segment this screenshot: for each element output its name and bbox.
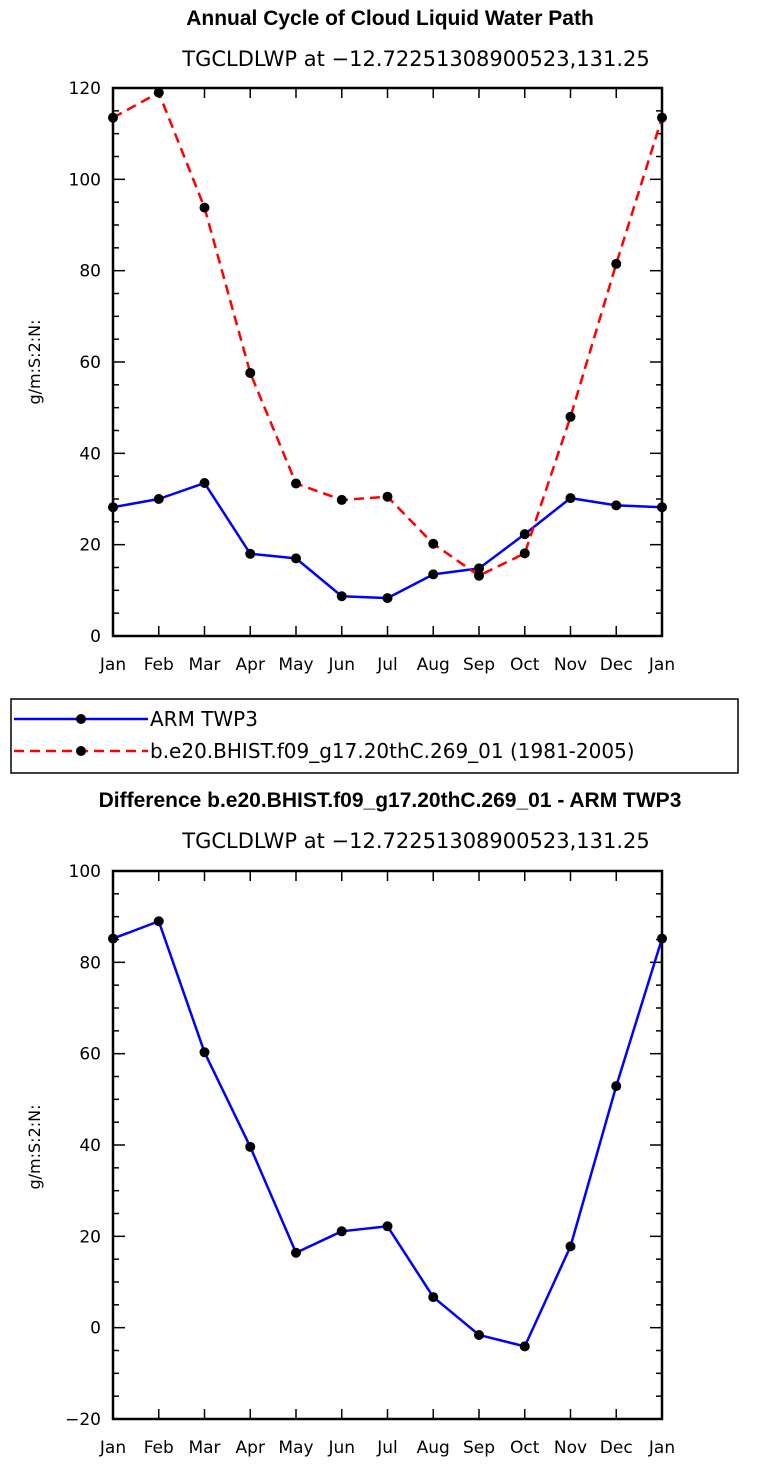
chart1-series-1-point — [428, 538, 439, 549]
chart2-series-0-point — [199, 1047, 210, 1058]
chart2-series-0-point — [153, 916, 164, 927]
chart1-ytick-label: 0 — [90, 627, 101, 647]
chart2-xtick-label: May — [278, 1438, 313, 1458]
chart2-xtick-label: Apr — [236, 1438, 265, 1458]
chart2-series-0-point — [336, 1226, 347, 1237]
chart1-title: Annual Cycle of Cloud Liquid Water Path — [186, 7, 594, 30]
chart1-series-1-point — [108, 112, 118, 123]
chart1-xtick-label: Sep — [463, 655, 495, 675]
chart2-ytick-label: 60 — [79, 1045, 101, 1065]
chart1-series-0-point — [657, 502, 667, 513]
legend-box — [10, 698, 739, 774]
chart1-xtick-label: Dec — [600, 655, 633, 675]
chart2-title: Difference b.e20.BHIST.f09_g17.20thC.269… — [99, 789, 682, 812]
chart2-xtick-label: Sep — [463, 1438, 495, 1458]
chart2-series-0-point — [382, 1221, 393, 1232]
chart2-xtick-label: Feb — [144, 1438, 174, 1458]
chart1-xtick-label: Oct — [510, 655, 540, 675]
chart1-series-0-point — [611, 500, 622, 511]
chart2-ytick-label: 20 — [79, 1227, 101, 1247]
chart1-series-1-point — [657, 112, 667, 123]
chart1-xtick-label: Jan — [99, 655, 126, 675]
chart1-ytick-label: 40 — [79, 444, 101, 464]
chart2-ylabel: g/m:S:2:N: — [25, 1105, 44, 1190]
chart1-series-1-point — [199, 202, 210, 213]
chart1-series-1-point — [291, 478, 301, 489]
chart1-xtick-label: Apr — [236, 655, 265, 675]
chart1-ytick-label: 60 — [79, 353, 101, 373]
chart1-series-0-point — [428, 569, 439, 580]
chart2-xtick-label: Mar — [188, 1438, 220, 1458]
chart-difference: Difference b.e20.BHIST.f09_g17.20thC.269… — [25, 789, 681, 1458]
chart1-ytick-label: 80 — [79, 262, 101, 282]
chart2-ytick-label: 100 — [69, 862, 101, 882]
chart1-series-1-point — [245, 367, 256, 378]
chart1-series-1-point — [153, 87, 164, 98]
chart1-series-0-point — [153, 494, 164, 504]
legend-label-arm: ARM TWP3 — [150, 707, 258, 731]
chart1-series-0-point — [199, 478, 210, 489]
chart1-xtick-label: May — [278, 655, 313, 675]
chart2-xtick-label: Nov — [554, 1438, 587, 1458]
chart2-series-line-0 — [112, 919, 664, 1348]
chart2-xtick-label: Aug — [417, 1438, 450, 1458]
chart1-series-0-point — [108, 502, 118, 513]
chart1-series-1-point — [474, 570, 484, 581]
chart2-xtick-label: Dec — [600, 1438, 633, 1458]
chart1-series-0-point — [519, 529, 530, 540]
chart1-ytick-label: 100 — [69, 170, 101, 190]
chart1-xtick-label: Jun — [327, 655, 355, 675]
chart2-subtitle: TGCLDLWP at −12.72251308900523,131.25 — [181, 829, 650, 853]
legend-marker-arm — [76, 714, 86, 724]
chart1-series-1-point — [382, 491, 393, 502]
chart1-ytick-label: 20 — [79, 536, 101, 556]
chart1-xtick-label: Jul — [376, 655, 398, 675]
legend-label-model: b.e20.BHIST.f09_g17.20thC.269_01 (1981-2… — [150, 739, 635, 763]
legend-marker-model — [76, 746, 86, 756]
chart2-ytick-label: 40 — [79, 1136, 101, 1156]
chart2-xtick-label: Jul — [376, 1438, 398, 1458]
chart2-series-0-point — [657, 933, 667, 944]
chart2-series-0-point — [108, 933, 118, 944]
chart1-series-1-point — [565, 411, 576, 422]
chart2-series-0-point — [519, 1341, 530, 1352]
chart2-series-0-point — [245, 1141, 256, 1152]
chart1-series-0-point — [382, 593, 393, 604]
chart1-xtick-label: Nov — [554, 655, 587, 675]
chart2-series-0-point — [611, 1081, 622, 1092]
chart2-series-0-point — [428, 1292, 439, 1303]
chart1-series-0-point — [245, 548, 256, 559]
chart2-xtick-label: Oct — [510, 1438, 540, 1458]
chart1-subtitle: TGCLDLWP at −12.72251308900523,131.25 — [181, 47, 650, 71]
legend: ARM TWP3 b.e20.BHIST.f09_g17.20thC.269_0… — [10, 698, 739, 774]
chart2-plot-frame — [111, 869, 664, 1421]
chart1-series-0-point — [565, 493, 576, 504]
chart1-series-0-point — [291, 553, 301, 564]
chart1-series-0-point — [474, 563, 484, 574]
chart2-xtick-label: Jan — [99, 1438, 126, 1458]
chart2-ytick-label: 80 — [79, 953, 101, 973]
chart1-ytick-label: 120 — [69, 79, 101, 99]
chart1-series-1-point — [336, 494, 347, 505]
chart1-xtick-label: Mar — [188, 655, 220, 675]
chart1-xtick-label: Feb — [144, 655, 174, 675]
chart1-xtick-label: Aug — [417, 655, 450, 675]
chart1-series-1-point — [519, 548, 530, 559]
chart2-xtick-label: Jun — [327, 1438, 355, 1458]
chart2-series-0-point — [474, 1329, 484, 1340]
chart1-xtick-label: Jan — [648, 655, 675, 675]
chart1-series-1-point — [611, 258, 622, 269]
chart1-series-line-1 — [112, 91, 664, 577]
chart2-xtick-label: Jan — [648, 1438, 675, 1458]
chart1-series-0-point — [336, 591, 347, 602]
chart1-ylabel: g/m:S:2:N: — [25, 320, 44, 405]
chart2-series-0-point — [291, 1247, 301, 1258]
chart1-plot-frame — [111, 86, 664, 638]
chart2-ytick-label: 0 — [90, 1319, 101, 1339]
chart-annual-cycle: Annual Cycle of Cloud Liquid Water Path … — [25, 7, 675, 675]
chart2-series-0-point — [565, 1241, 576, 1252]
chart2-ytick-label: −20 — [65, 1410, 101, 1430]
